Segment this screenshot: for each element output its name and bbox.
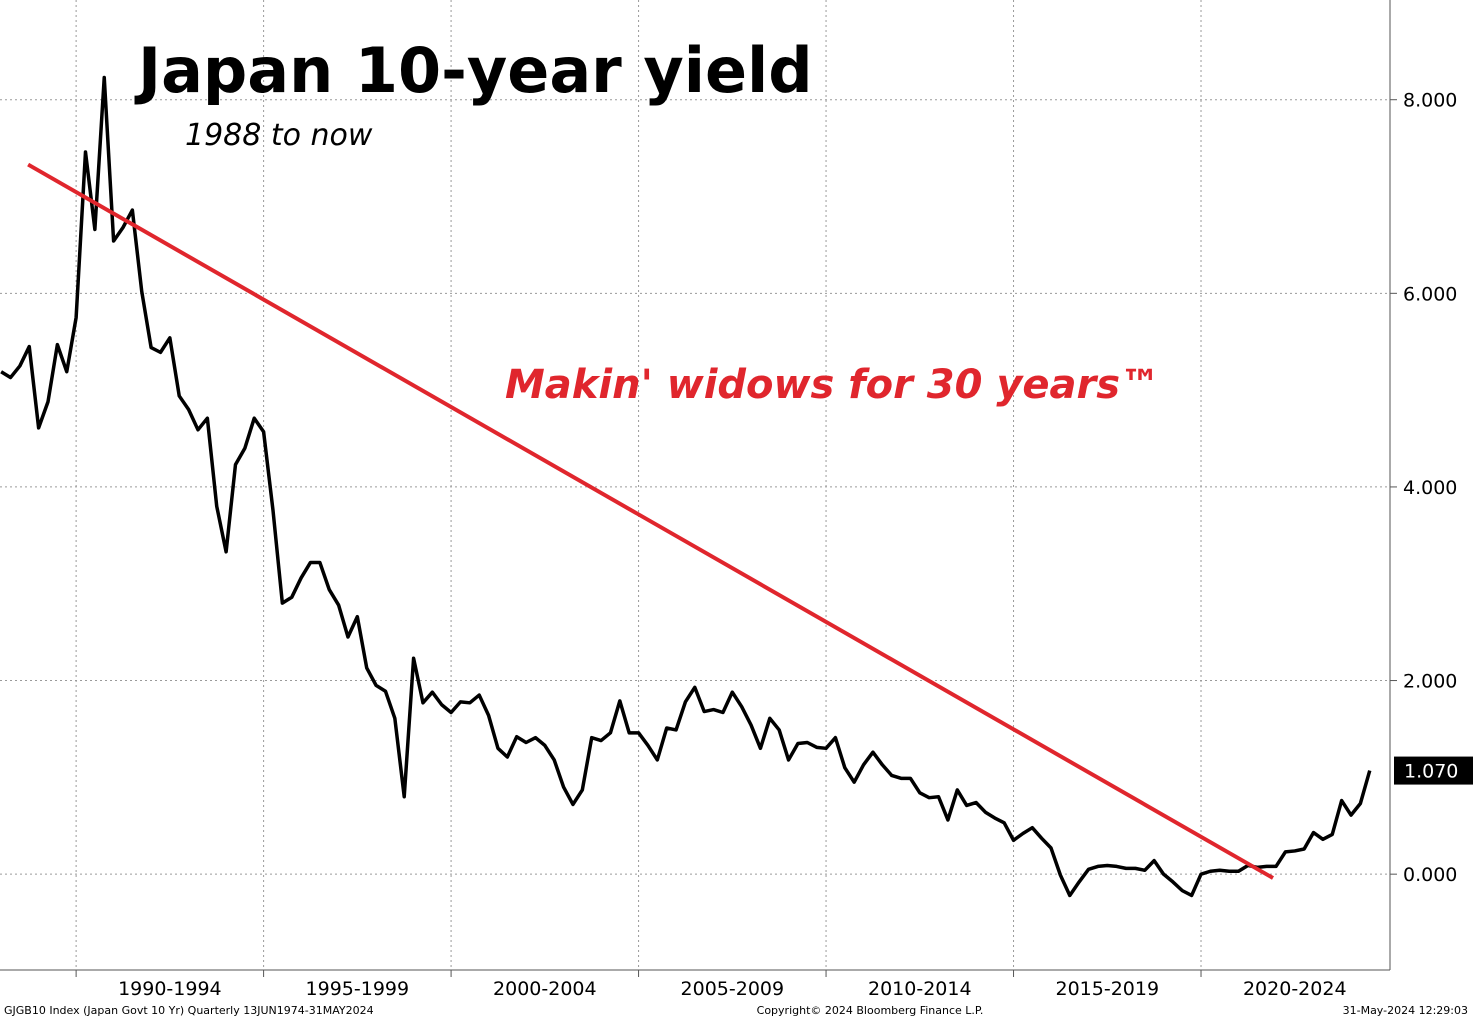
annotation: Makin' widows for 30 years™ [505,362,1160,408]
y-tick-label: 8.000 [1403,90,1457,112]
last-value-box [1394,756,1473,785]
x-tick-label: 2015-2019 [1055,978,1159,1000]
chart-title: Japan 10-year yield [134,34,813,107]
x-tick-label: 2005-2009 [681,978,785,1000]
x-tick-label: 1990-1994 [118,978,222,1000]
y-tick-label: 6.000 [1403,283,1457,305]
series-line [0,75,1372,898]
trend-line [27,162,1275,880]
footer-copyright: Copyright© 2024 Bloomberg Finance L.P. [757,1004,984,1017]
y-tick-label: 2.000 [1403,671,1457,693]
x-tick-label: 2000-2004 [493,978,597,1000]
x-tick-label: 2020-2024 [1243,978,1347,1000]
y-tick-label: 4.000 [1403,477,1457,499]
last-value-label: 1.070 [1404,761,1458,783]
x-tick-label: 1995-1999 [306,978,410,1000]
footer-source: GJGB10 Index (Japan Govt 10 Yr) Quarterl… [4,1004,374,1017]
y-tick-label: 0.000 [1403,864,1457,886]
x-tick-label: 2010-2014 [868,978,972,1000]
chart-subtitle: 1988 to now [185,118,373,153]
footer-date: 31-May-2024 12:29:03 [1343,1004,1468,1017]
